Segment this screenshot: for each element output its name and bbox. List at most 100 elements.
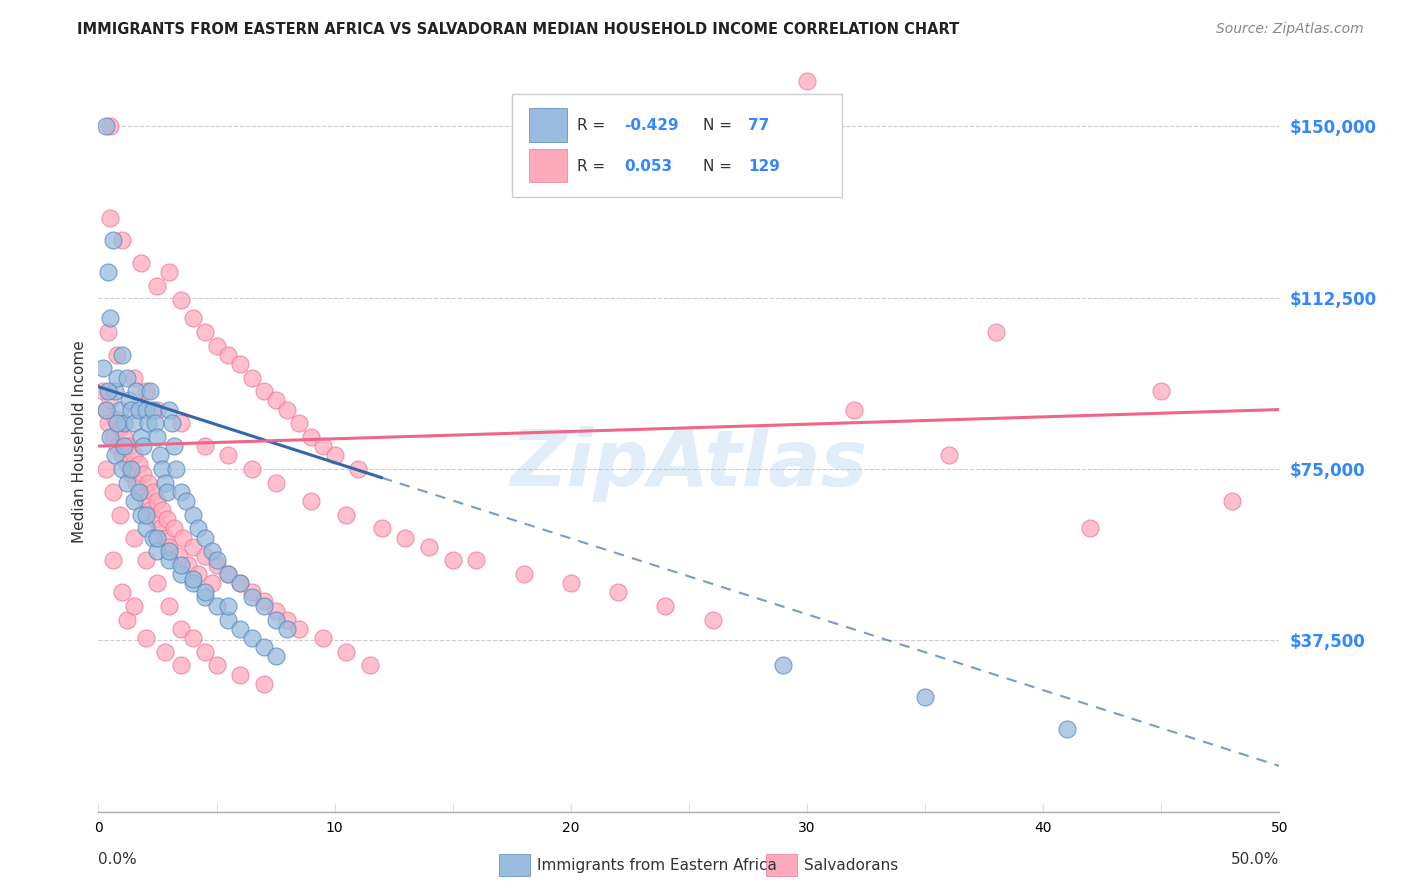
- FancyBboxPatch shape: [512, 94, 842, 197]
- Point: [938, 448, 960, 462]
- Point: [97, 265, 120, 279]
- Point: [163, 521, 186, 535]
- Point: [135, 508, 157, 522]
- Text: Salvadorans: Salvadorans: [804, 858, 898, 872]
- Point: [146, 430, 169, 444]
- Point: [111, 348, 134, 362]
- Point: [146, 576, 169, 591]
- Point: [253, 594, 276, 608]
- Point: [135, 384, 157, 399]
- Point: [150, 462, 173, 476]
- Point: [157, 553, 180, 567]
- Point: [240, 590, 263, 604]
- Text: Source: ZipAtlas.com: Source: ZipAtlas.com: [1216, 22, 1364, 37]
- Point: [111, 585, 134, 599]
- Point: [132, 439, 155, 453]
- Point: [94, 119, 117, 133]
- Point: [264, 649, 287, 664]
- Point: [157, 599, 180, 613]
- Point: [170, 484, 193, 499]
- Point: [121, 462, 143, 476]
- Point: [108, 508, 131, 522]
- Point: [121, 402, 143, 417]
- Point: [122, 448, 145, 462]
- Point: [115, 613, 138, 627]
- Point: [194, 590, 217, 604]
- Point: [98, 311, 121, 326]
- Point: [560, 576, 582, 591]
- Point: [139, 384, 162, 399]
- Point: [94, 462, 117, 476]
- Point: [240, 462, 263, 476]
- Text: R =: R =: [576, 118, 605, 133]
- Point: [194, 325, 217, 339]
- Point: [181, 540, 204, 554]
- Point: [105, 439, 128, 453]
- Point: [312, 631, 335, 645]
- Point: [122, 370, 145, 384]
- Point: [112, 439, 135, 453]
- Point: [288, 417, 311, 431]
- Point: [129, 508, 152, 522]
- Point: [170, 293, 193, 307]
- Point: [371, 521, 394, 535]
- Point: [253, 599, 276, 613]
- Point: [135, 402, 157, 417]
- Point: [914, 690, 936, 705]
- Point: [118, 393, 141, 408]
- Point: [347, 462, 370, 476]
- Point: [201, 576, 224, 591]
- Point: [240, 585, 263, 599]
- Point: [94, 402, 117, 417]
- Point: [105, 348, 128, 362]
- Text: 129: 129: [748, 159, 780, 174]
- Point: [153, 475, 176, 490]
- Point: [157, 265, 180, 279]
- Point: [105, 417, 128, 431]
- Point: [217, 348, 239, 362]
- Point: [143, 512, 166, 526]
- Point: [187, 567, 209, 582]
- Text: N =: N =: [703, 159, 733, 174]
- Point: [157, 544, 180, 558]
- Point: [174, 494, 197, 508]
- Bar: [530, 109, 567, 142]
- Point: [253, 640, 276, 655]
- Point: [323, 448, 346, 462]
- Point: [97, 325, 120, 339]
- Point: [118, 439, 141, 453]
- Text: 77: 77: [748, 118, 769, 133]
- Point: [156, 512, 179, 526]
- Point: [217, 599, 239, 613]
- Point: [122, 417, 145, 431]
- Point: [170, 567, 193, 582]
- Point: [143, 417, 166, 431]
- Point: [299, 494, 322, 508]
- Point: [142, 484, 165, 499]
- Point: [132, 467, 155, 481]
- Point: [146, 544, 169, 558]
- Point: [177, 558, 200, 572]
- Point: [146, 494, 169, 508]
- Text: ZipAtlas: ZipAtlas: [510, 425, 868, 502]
- Point: [153, 645, 176, 659]
- Text: R =: R =: [576, 159, 605, 174]
- Point: [165, 462, 187, 476]
- Point: [187, 521, 209, 535]
- Point: [128, 484, 150, 499]
- Point: [97, 384, 120, 399]
- Point: [264, 604, 287, 618]
- Point: [229, 576, 252, 591]
- Point: [299, 430, 322, 444]
- Point: [181, 576, 204, 591]
- Point: [194, 531, 217, 545]
- Point: [98, 430, 121, 444]
- Point: [205, 558, 228, 572]
- Point: [181, 631, 204, 645]
- Point: [149, 448, 172, 462]
- Point: [654, 599, 676, 613]
- Point: [135, 521, 157, 535]
- Point: [205, 658, 228, 673]
- Point: [129, 256, 152, 270]
- Point: [150, 503, 173, 517]
